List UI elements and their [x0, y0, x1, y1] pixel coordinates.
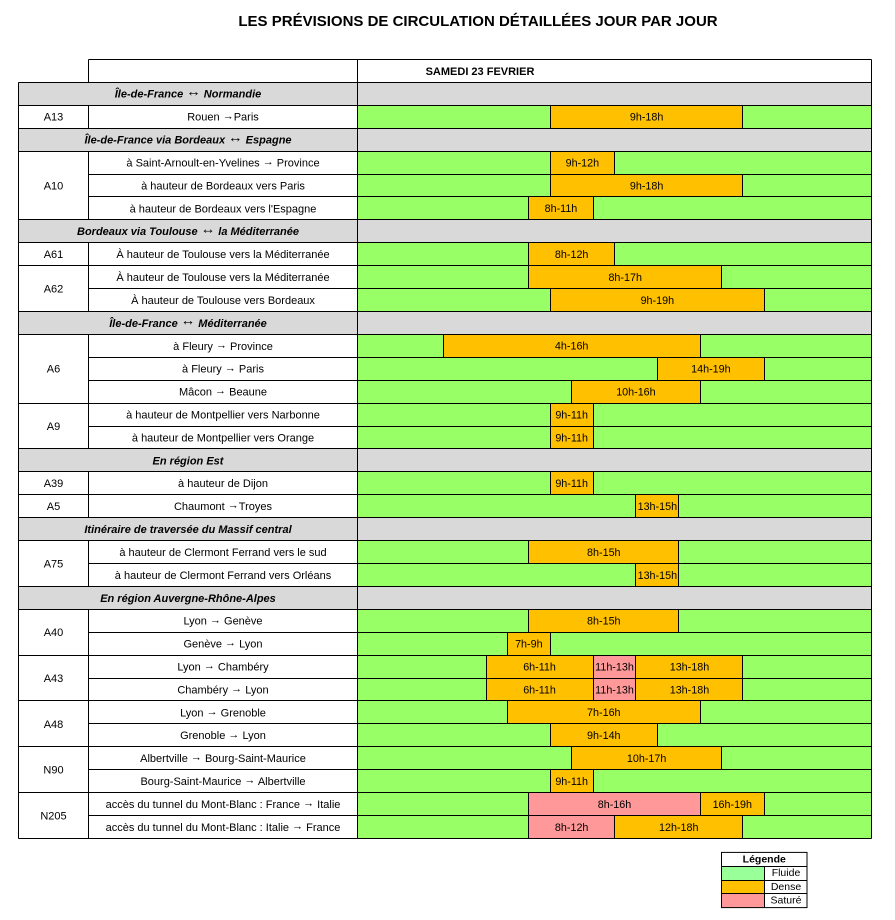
svg-text:10h-16h: 10h-16h — [616, 386, 655, 398]
svg-text:9h-11h: 9h-11h — [555, 776, 588, 788]
svg-text:A10: A10 — [44, 180, 64, 192]
svg-text:À hauteur de Toulouse vers la: À hauteur de Toulouse vers la Méditerran… — [116, 271, 329, 284]
svg-text:Grenoble → Lyon: Grenoble → Lyon — [180, 729, 266, 742]
svg-text:7h-9h: 7h-9h — [515, 638, 543, 650]
svg-text:accès du tunnel du Mont-Blanc: accès du tunnel du Mont-Blanc : Italie →… — [106, 820, 341, 833]
svg-text:9h-18h: 9h-18h — [630, 180, 663, 192]
svg-text:6h-11h: 6h-11h — [523, 684, 556, 696]
svg-text:11h-13h: 11h-13h — [595, 684, 634, 696]
svg-text:A62: A62 — [44, 283, 64, 295]
svg-text:13h-15h: 13h-15h — [638, 501, 677, 513]
svg-text:9h-11h: 9h-11h — [555, 478, 588, 490]
svg-text:Mâcon → Beaune: Mâcon → Beaune — [179, 385, 267, 398]
svg-text:Bourg-Saint-Maurice → Albertvi: Bourg-Saint-Maurice → Albertville — [140, 775, 305, 788]
svg-text:A75: A75 — [44, 558, 64, 570]
svg-text:En région Auvergne-Rhône-Alpes: En région Auvergne-Rhône-Alpes — [100, 593, 276, 605]
svg-text:A5: A5 — [47, 501, 60, 513]
svg-text:8h-15h: 8h-15h — [587, 616, 620, 628]
svg-text:A48: A48 — [44, 719, 64, 731]
svg-text:A43: A43 — [44, 673, 64, 685]
svg-text:A40: A40 — [44, 627, 64, 639]
svg-text:SAMEDI 23 FEVRIER: SAMEDI 23 FEVRIER — [426, 66, 535, 78]
svg-text:8h-15h: 8h-15h — [587, 547, 620, 559]
svg-text:Bordeaux via Toulouse ↔ la Méd: Bordeaux via Toulouse ↔ la Méditerranée — [77, 222, 299, 239]
svg-text:13h-18h: 13h-18h — [670, 684, 709, 696]
svg-text:à Saint-Arnoult-en-Yvelines →: à Saint-Arnoult-en-Yvelines → Province — [126, 156, 319, 169]
svg-text:Rouen →Paris: Rouen →Paris — [187, 110, 259, 123]
svg-text:à hauteur de Montpellier vers: à hauteur de Montpellier vers Narbonne — [126, 409, 320, 421]
svg-text:Île-de-France ↔ Méditerranée: Île-de-France ↔ Méditerranée — [109, 313, 267, 330]
svg-text:Lyon → Grenoble: Lyon → Grenoble — [180, 706, 266, 719]
svg-text:Chambéry → Lyon: Chambéry → Lyon — [177, 683, 268, 696]
svg-text:À hauteur de Toulouse vers Bor: À hauteur de Toulouse vers Bordeaux — [131, 294, 315, 307]
svg-text:14h-19h: 14h-19h — [691, 364, 730, 376]
svg-text:Fluide: Fluide — [772, 867, 801, 879]
svg-text:A39: A39 — [44, 478, 64, 490]
svg-text:à hauteur de Bordeaux vers l'E: à hauteur de Bordeaux vers l'Espagne — [130, 203, 317, 215]
svg-text:Île-de-France via Bordeaux ↔ E: Île-de-France via Bordeaux ↔ Espagne — [84, 130, 291, 147]
svg-text:Lyon → Genève: Lyon → Genève — [183, 614, 262, 627]
svg-text:12h-18h: 12h-18h — [659, 822, 698, 834]
svg-text:A13: A13 — [44, 112, 64, 124]
svg-text:à hauteur de Bordeaux vers Par: à hauteur de Bordeaux vers Paris — [141, 180, 305, 192]
svg-text:N205: N205 — [40, 810, 66, 822]
svg-text:LES PRÉVISIONS DE CIRCULATION: LES PRÉVISIONS DE CIRCULATION DÉTAILLÉES… — [238, 13, 717, 30]
svg-text:à hauteur de Clermont Ferrand: à hauteur de Clermont Ferrand vers le su… — [119, 547, 326, 559]
svg-text:A9: A9 — [47, 421, 60, 433]
svg-text:A6: A6 — [47, 364, 60, 376]
svg-text:Île-de-France ↔ Normandie: Île-de-France ↔ Normandie — [115, 84, 262, 101]
svg-text:Légende: Légende — [743, 853, 786, 865]
svg-text:Chaumont →Troyes: Chaumont →Troyes — [174, 500, 273, 513]
svg-text:9h-11h: 9h-11h — [555, 409, 588, 421]
svg-text:Genève → Lyon: Genève → Lyon — [183, 637, 262, 650]
svg-text:Dense: Dense — [771, 881, 802, 893]
svg-text:9h-18h: 9h-18h — [630, 112, 663, 124]
svg-text:8h-16h: 8h-16h — [598, 799, 631, 811]
svg-text:à hauteur de Dijon: à hauteur de Dijon — [178, 478, 268, 490]
svg-text:Lyon → Chambéry: Lyon → Chambéry — [177, 660, 269, 673]
svg-text:8h-17h: 8h-17h — [608, 272, 641, 284]
svg-text:9h-14h: 9h-14h — [587, 730, 620, 742]
svg-text:à hauteur de Clermont Ferrand: à hauteur de Clermont Ferrand vers Orléa… — [115, 570, 332, 582]
svg-text:13h-18h: 13h-18h — [670, 661, 709, 673]
svg-text:8h-11h: 8h-11h — [545, 203, 578, 215]
svg-text:7h-16h: 7h-16h — [587, 707, 620, 719]
svg-text:à Fleury → Province: à Fleury → Province — [173, 339, 273, 352]
svg-text:A61: A61 — [44, 249, 64, 261]
svg-text:16h-19h: 16h-19h — [713, 799, 752, 811]
svg-text:Albertville → Bourg-Saint-Maur: Albertville → Bourg-Saint-Maurice — [140, 752, 306, 765]
svg-text:10h-17h: 10h-17h — [627, 753, 666, 765]
svg-text:Itinéraire de traversée du Mas: Itinéraire de traversée du Massif centra… — [84, 524, 292, 536]
svg-text:N90: N90 — [43, 765, 63, 777]
svg-text:8h-12h: 8h-12h — [555, 249, 588, 261]
svg-text:À hauteur de Toulouse vers la: À hauteur de Toulouse vers la Méditerran… — [116, 248, 329, 261]
svg-text:9h-12h: 9h-12h — [566, 157, 599, 169]
svg-text:13h-15h: 13h-15h — [638, 570, 677, 582]
svg-text:11h-13h: 11h-13h — [595, 661, 634, 673]
svg-text:8h-12h: 8h-12h — [555, 822, 588, 834]
svg-text:Saturé: Saturé — [771, 895, 802, 907]
svg-text:9h-11h: 9h-11h — [555, 432, 588, 444]
svg-text:9h-19h: 9h-19h — [641, 295, 674, 307]
svg-text:4h-16h: 4h-16h — [555, 341, 588, 353]
svg-text:accès du tunnel du Mont-Blanc: accès du tunnel du Mont-Blanc : France →… — [106, 798, 341, 811]
svg-text:En région Est: En région Est — [153, 455, 225, 467]
svg-text:6h-11h: 6h-11h — [523, 661, 556, 673]
svg-text:à hauteur de Montpellier vers: à hauteur de Montpellier vers Orange — [132, 432, 314, 444]
svg-text:à Fleury → Paris: à Fleury → Paris — [182, 362, 264, 375]
